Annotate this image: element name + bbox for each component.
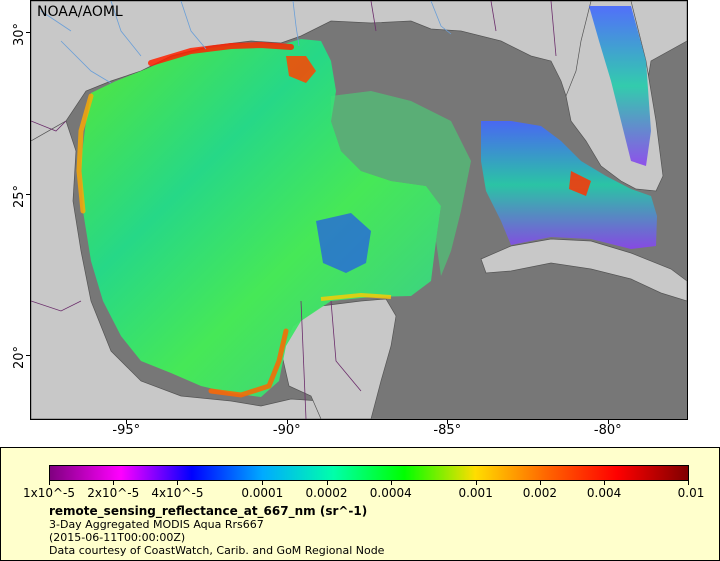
lon-tick-mark — [607, 420, 609, 424]
product-label: 3-Day Aggregated MODIS Aqua Rrs667 — [49, 518, 264, 531]
reflectance-map[interactable] — [31, 1, 687, 419]
lat-tick-mark — [26, 32, 30, 34]
colorbar-tick-mark — [688, 481, 689, 485]
lon-tick-label: -90° — [272, 423, 301, 438]
reflectance-coverage-bay-campeche — [316, 213, 371, 273]
colorbar-tick-mark — [604, 481, 606, 485]
colorbar-tick-label: 1x10^-5 — [22, 486, 76, 500]
colorbar-tick-mark — [326, 481, 328, 485]
political-borders — [31, 1, 557, 419]
reflectance-coverage-atlantic — [589, 6, 651, 166]
colorbar-tick-label: 0.002 — [522, 486, 558, 500]
reflectance-coverage-gulf — [81, 39, 441, 397]
lon-tick-mark — [286, 420, 288, 424]
lat-tick-label: 30° — [12, 23, 27, 47]
lat-tick-mark — [26, 193, 30, 195]
colorbar-tick-mark — [177, 481, 179, 485]
high-reflectance-mississippi-delta — [286, 56, 316, 83]
credit-label: NOAA/AOML — [37, 4, 123, 20]
high-reflectance-louisiana-coast — [148, 41, 294, 66]
reflectance-coverage-patchy-east — [331, 91, 471, 276]
reflectance-coverage-florida-strait — [481, 121, 657, 249]
high-reflectance-yucatan-north — [320, 292, 392, 301]
colorbar-tick-label: 0.001 — [458, 486, 493, 500]
colorbar-tick-label: 0.01 — [677, 486, 705, 500]
colorbar-tick-label: 4x10^-5 — [151, 486, 204, 500]
map-panel[interactable]: NOAA/AOML — [30, 0, 688, 420]
rivers — [40, 1, 452, 84]
high-reflectance-campeche-coast — [208, 328, 289, 398]
colorbar — [49, 465, 689, 481]
lat-tick-label: 25° — [12, 184, 27, 208]
legend-panel: 1x10^-5 2x10^-5 4x10^-5 0.0001 0.0002 0.0004 0… — [0, 447, 720, 561]
colorbar-tick-label: 0.0002 — [305, 486, 348, 500]
colorbar-tick-label: 0.0004 — [369, 486, 412, 500]
colorbar-tick-mark — [475, 481, 477, 485]
date-label: (2015-06-11T00:00:00Z) — [49, 531, 186, 544]
colorbar-tick-mark — [262, 481, 264, 485]
colorbar-tick-mark — [390, 481, 392, 485]
colorbar-tick-label: 0.004 — [586, 486, 622, 500]
lat-tick-label: 20° — [12, 346, 27, 370]
colorbar-tick-mark — [49, 481, 50, 485]
lon-tick-label: -85° — [433, 423, 462, 438]
colorbar-tick-label: 2x10^-5 — [87, 486, 140, 500]
variable-label: remote_sensing_reflectance_at_667_nm (sr… — [49, 504, 368, 518]
high-reflectance-florida-bay — [569, 171, 591, 196]
colorbar-tick-label: 0.0001 — [241, 486, 284, 500]
colorbar-tick-mark — [113, 481, 115, 485]
courtesy-label: Data courtesy of CoastWatch, Carib. and … — [49, 544, 385, 557]
lon-tick-label: -80° — [593, 423, 622, 438]
land-cuba — [480, 238, 687, 302]
lon-tick-mark — [447, 420, 449, 424]
lon-tick-mark — [126, 420, 128, 424]
colorbar-tick-mark — [539, 481, 541, 485]
lat-tick-mark — [26, 355, 30, 357]
high-reflectance-texas-coast — [76, 93, 94, 214]
lon-tick-label: -95° — [112, 423, 141, 438]
